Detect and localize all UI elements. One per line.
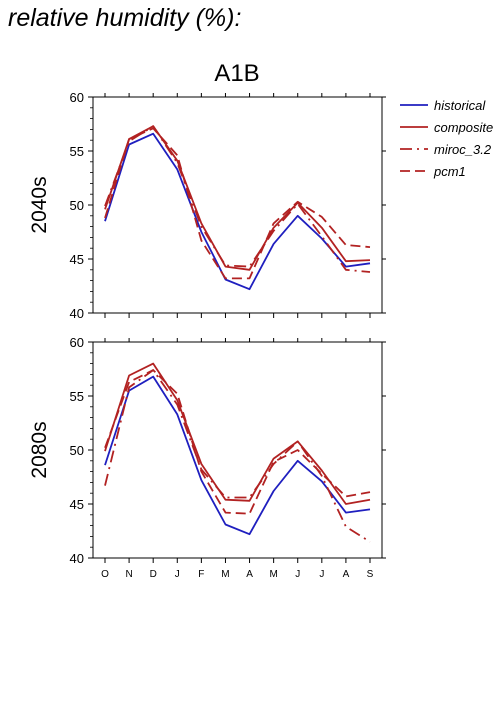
y-tick-label: 40 [70, 551, 84, 566]
y-tick-label: 45 [70, 497, 84, 512]
x-tick-label: M [269, 569, 277, 580]
x-tick-label: J [319, 569, 324, 580]
legend-label: pcm1 [433, 164, 466, 179]
series-line-miroc-3-2 [104, 125, 371, 273]
y-tick-label: 50 [70, 198, 84, 213]
series-line-miroc-3-2 [104, 369, 371, 543]
legend-label: historical [434, 98, 486, 113]
x-tick-label: M [221, 569, 229, 580]
y-tick-label: 55 [70, 389, 84, 404]
panel-label: 2040s [28, 176, 51, 233]
series-line-composite [104, 125, 371, 271]
y-tick-label: 55 [70, 144, 84, 159]
y-tick-label: 50 [70, 443, 84, 458]
x-tick-label: J [295, 569, 300, 580]
chart-legend: historical composite miroc_3.2 pcm1 [400, 98, 493, 179]
series-line-historical [104, 375, 371, 536]
panel-2080s: 40 45 50 55 60 O N D J F M A M J J A S 2080s [28, 335, 386, 580]
panel-2040s: 40 45 50 55 60 2040s [28, 90, 386, 321]
plot-frame [92, 341, 383, 559]
x-tick-label: D [150, 569, 157, 580]
y-tick-label: 60 [70, 90, 84, 105]
series-line-composite [104, 362, 371, 505]
legend-label: composite [434, 120, 493, 135]
page-title: relative humidity (%): [8, 4, 242, 32]
x-tick-label: S [367, 569, 374, 580]
y-tick-label: 45 [70, 252, 84, 267]
x-tick-label: O [101, 569, 109, 580]
plot-frame [92, 96, 383, 314]
series-line-pcm1 [104, 127, 371, 280]
x-tick-label: F [198, 569, 204, 580]
y-tick-label: 40 [70, 306, 84, 321]
x-tick-label: A [343, 569, 350, 580]
legend-label: miroc_3.2 [434, 142, 492, 157]
x-tick-label: N [125, 569, 132, 580]
y-tick-label: 60 [70, 335, 84, 350]
series-line-historical [104, 132, 371, 291]
panel-label: 2080s [28, 421, 51, 478]
chart-panels: 40 45 50 55 60 2040s 40 45 50 55 60 O N D J F M A M J J A S 208… [28, 90, 386, 580]
x-tick-label: J [175, 569, 180, 580]
x-tick-label: A [246, 569, 253, 580]
scenario-title: A1B [214, 60, 259, 87]
